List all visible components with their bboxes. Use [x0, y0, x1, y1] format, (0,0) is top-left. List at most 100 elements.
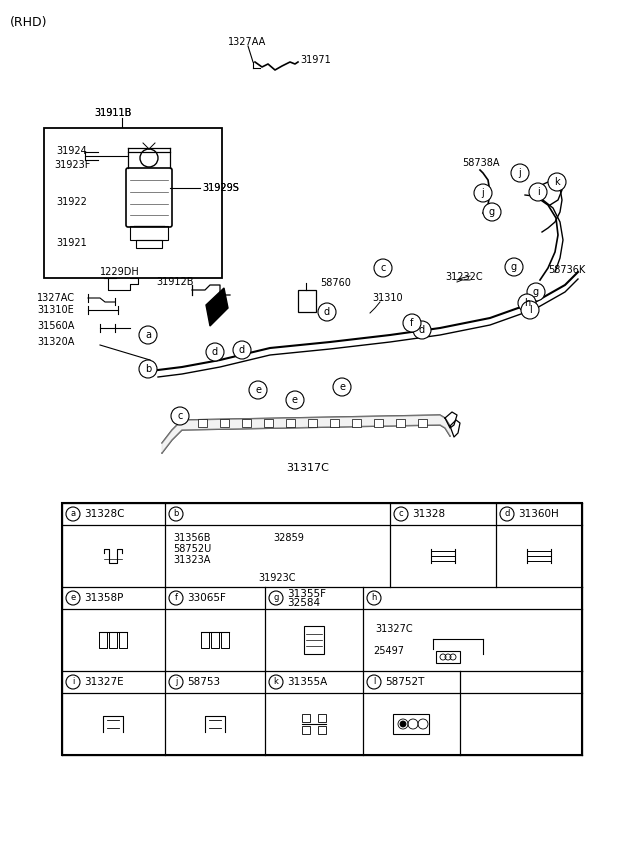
Text: 31310E: 31310E: [37, 305, 74, 315]
Text: d: d: [504, 510, 510, 518]
Circle shape: [233, 341, 251, 359]
Circle shape: [527, 283, 545, 301]
Text: 31327E: 31327E: [84, 677, 123, 687]
Bar: [220, 419, 229, 427]
Text: 31355F: 31355F: [287, 589, 326, 599]
Bar: [242, 419, 251, 427]
Circle shape: [521, 301, 539, 319]
Text: g: g: [273, 594, 278, 602]
Circle shape: [139, 326, 157, 344]
Text: 31922: 31922: [56, 197, 87, 207]
Circle shape: [333, 378, 351, 396]
Bar: [298, 290, 316, 312]
Bar: [318, 714, 326, 722]
Text: h: h: [524, 298, 530, 308]
Text: f: f: [410, 318, 414, 328]
Text: (RHD): (RHD): [10, 16, 48, 29]
Text: e: e: [255, 385, 261, 395]
Text: 31971: 31971: [300, 55, 330, 65]
Bar: [302, 714, 310, 722]
Text: c: c: [177, 411, 183, 421]
Text: d: d: [239, 345, 245, 355]
Circle shape: [169, 507, 183, 521]
Text: 31911B: 31911B: [94, 108, 131, 118]
Circle shape: [66, 675, 80, 689]
Text: 31911B: 31911B: [94, 108, 131, 118]
Text: b: b: [145, 364, 151, 374]
Bar: [396, 419, 405, 427]
Text: 58736K: 58736K: [548, 265, 585, 275]
Text: j: j: [175, 678, 177, 687]
Text: 25497: 25497: [373, 646, 404, 656]
Bar: [308, 419, 317, 427]
Bar: [130, 226, 168, 240]
Text: g: g: [533, 287, 539, 297]
Circle shape: [66, 591, 80, 605]
Circle shape: [518, 294, 536, 312]
Text: j: j: [518, 168, 521, 178]
Text: i: i: [537, 187, 539, 197]
Text: 31924: 31924: [56, 146, 87, 156]
Circle shape: [511, 164, 529, 182]
Text: 31317C: 31317C: [286, 463, 329, 473]
Text: c: c: [399, 510, 404, 518]
Text: d: d: [324, 307, 330, 317]
Bar: [44, 128, 222, 278]
Circle shape: [171, 407, 189, 425]
Text: j: j: [482, 188, 484, 198]
Circle shape: [548, 173, 566, 191]
Text: a: a: [145, 330, 151, 340]
Text: 31358P: 31358P: [84, 593, 123, 603]
Text: 31328C: 31328C: [84, 509, 125, 519]
Text: 58738A: 58738A: [462, 158, 500, 168]
Text: l: l: [373, 678, 375, 687]
Circle shape: [269, 591, 283, 605]
Circle shape: [483, 203, 501, 221]
Circle shape: [206, 343, 224, 361]
Bar: [436, 651, 460, 663]
Text: 58760: 58760: [320, 278, 351, 288]
Text: 31360H: 31360H: [518, 509, 559, 519]
Circle shape: [403, 314, 421, 332]
Text: 31929S: 31929S: [202, 183, 239, 193]
Bar: [393, 714, 429, 734]
Circle shape: [505, 258, 523, 276]
Text: d: d: [419, 325, 425, 335]
Text: 31355A: 31355A: [287, 677, 327, 687]
Text: 1229DH: 1229DH: [100, 267, 140, 277]
Text: e: e: [71, 594, 76, 602]
Text: g: g: [489, 207, 495, 217]
Text: 31912B: 31912B: [156, 277, 193, 287]
Bar: [304, 626, 324, 654]
Circle shape: [286, 391, 304, 409]
Text: i: i: [72, 678, 74, 687]
Text: 31320A: 31320A: [37, 337, 74, 347]
Text: b: b: [174, 510, 179, 518]
Text: 31923C: 31923C: [258, 573, 296, 583]
Circle shape: [500, 507, 514, 521]
Polygon shape: [162, 415, 450, 453]
Text: 1327AC: 1327AC: [37, 293, 75, 303]
Text: h: h: [371, 594, 377, 602]
Circle shape: [269, 675, 283, 689]
Bar: [286, 419, 295, 427]
Circle shape: [249, 381, 267, 399]
Circle shape: [169, 591, 183, 605]
Text: 31929S: 31929S: [202, 183, 239, 193]
Text: f: f: [174, 594, 177, 602]
Circle shape: [367, 675, 381, 689]
Text: 31921: 31921: [56, 238, 87, 248]
Bar: [62, 503, 582, 755]
Circle shape: [169, 675, 183, 689]
Text: 31356B: 31356B: [173, 533, 211, 543]
Text: k: k: [554, 177, 560, 187]
Bar: [302, 726, 310, 734]
Text: e: e: [292, 395, 298, 405]
Text: c: c: [380, 263, 386, 273]
Text: g: g: [511, 262, 517, 272]
Text: d: d: [212, 347, 218, 357]
Text: 32584: 32584: [287, 598, 320, 608]
Circle shape: [529, 183, 547, 201]
Text: 31232C: 31232C: [445, 272, 482, 282]
Bar: [264, 419, 273, 427]
